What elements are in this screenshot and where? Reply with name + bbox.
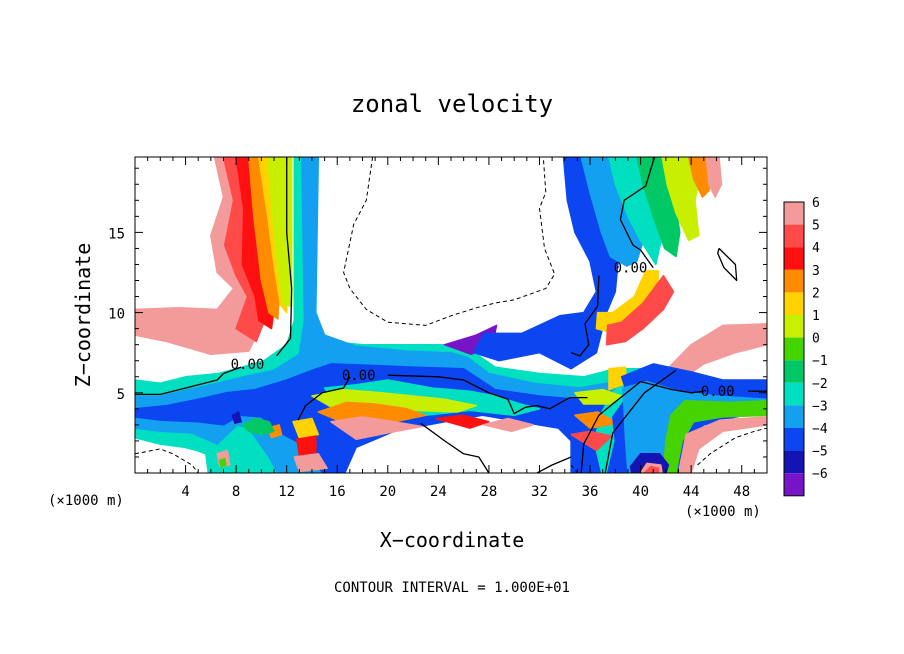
solid-contour-10	[420, 422, 490, 473]
colorbar-label: −4	[812, 422, 828, 437]
field-region-38	[292, 417, 320, 439]
colorbar-swatch	[784, 360, 804, 383]
solid-contour-5	[580, 380, 704, 473]
field-region-17	[705, 157, 723, 198]
dashed-contour-2	[135, 448, 199, 473]
velocity-field	[135, 157, 767, 473]
colorbar-label: −5	[812, 445, 828, 460]
colorbar: 6 5 4 3 2 1 0 −1 −2 −3 −4 −5 −6	[783, 196, 828, 497]
solid-contour-2	[276, 157, 293, 357]
solid-contour-3	[297, 376, 351, 421]
solid-contour-11	[536, 456, 572, 473]
colorbar-swatch	[784, 292, 804, 315]
solid-contour-12	[717, 247, 738, 282]
colorbar-label: 1	[812, 309, 820, 324]
x-tick-label: 8	[232, 484, 240, 500]
colorbar-label: 6	[812, 196, 820, 211]
solid-contour-8	[570, 275, 600, 357]
colorbar-frame	[783, 201, 805, 497]
colorbar-swatch	[784, 450, 804, 474]
x-tick-label: 12	[278, 484, 295, 500]
colorbar-swatch	[784, 202, 804, 225]
contour-lines	[135, 157, 767, 473]
field-region-39	[296, 435, 317, 457]
contour-interval-note: CONTOUR INTERVAL = 1.000E+01	[334, 580, 570, 596]
colorbar-label: 5	[812, 219, 820, 234]
colorbar-label: 0	[812, 332, 820, 347]
y-tick-label: 15	[108, 226, 125, 242]
colorbar-label: −3	[812, 399, 828, 414]
colorbar-swatch	[784, 382, 804, 406]
colorbar-label: −6	[812, 467, 828, 482]
field-region-27	[662, 400, 767, 473]
contour-label-1: 0.00	[231, 357, 265, 373]
x-axis-ticks: 4 8 12 16 20 24 28 32 36 40 44 48	[147, 157, 755, 500]
colorbar-swatch	[784, 428, 804, 451]
x-tick-label: 32	[531, 484, 548, 500]
field-region-43	[218, 457, 227, 468]
y-tick-label: 5	[117, 387, 125, 403]
colorbar-label: −2	[812, 377, 828, 392]
y-axis-label: Z−coordinate	[71, 243, 95, 388]
field-region-19	[605, 274, 675, 346]
field-region-28	[677, 416, 767, 473]
colorbar-swatch	[784, 405, 804, 428]
x-tick-label: 16	[329, 484, 346, 500]
colorbar-swatch	[784, 269, 804, 293]
y-tick-label: 10	[108, 307, 125, 323]
field-region-35	[330, 416, 423, 441]
solid-contour-4	[387, 374, 588, 415]
x-tick-label: 44	[683, 484, 700, 500]
field-region-31	[643, 465, 660, 473]
contour-labels: 0.00 0.00 0.00 0.00	[231, 261, 735, 401]
field-region-22	[574, 388, 623, 405]
colorbar-swatch	[784, 315, 804, 338]
x-tick-label: 40	[632, 484, 649, 500]
colorbar-label: 4	[812, 241, 820, 256]
x-tick-label: 36	[582, 484, 599, 500]
field-region-40	[293, 453, 328, 473]
colorbar-label: 3	[812, 264, 820, 279]
contour-label-2: 0.00	[342, 368, 376, 384]
x-unit-left: (×1000 m)	[48, 493, 124, 509]
field-region-45	[231, 411, 242, 425]
field-region-24	[570, 430, 613, 452]
dashed-contour-4	[570, 464, 578, 473]
colorbar-swatch	[784, 337, 804, 361]
solid-contour-7	[604, 369, 677, 473]
field-region-6	[266, 157, 293, 307]
colorbar-label: −1	[812, 354, 828, 369]
colorbar-swatch	[784, 247, 804, 270]
colorbar-label: 2	[812, 286, 820, 301]
colorbar-swatch	[784, 473, 804, 496]
solid-contour-1	[135, 366, 242, 396]
x-tick-label: 48	[733, 484, 750, 500]
x-tick-label: 28	[480, 484, 497, 500]
field-region-44	[241, 417, 275, 436]
x-tick-label: 20	[379, 484, 396, 500]
x-axis-label: X−coordinate	[380, 528, 525, 552]
field-region-36	[435, 414, 490, 429]
x-tick-label: 24	[430, 484, 447, 500]
dashed-contour-3	[697, 427, 767, 466]
field-region-37	[483, 417, 534, 433]
dashed-contour-1	[343, 157, 556, 326]
chart-title: zonal velocity	[351, 90, 553, 118]
colorbar-swatch	[784, 224, 804, 248]
contour-label-3: 0.00	[614, 261, 648, 277]
contour-label-4: 0.00	[701, 384, 735, 400]
x-unit-right: (×1000 m)	[685, 504, 761, 520]
solid-contour-9	[619, 157, 656, 269]
y-axis-ticks: 5 10 15	[108, 167, 767, 458]
x-tick-label: 4	[181, 484, 189, 500]
